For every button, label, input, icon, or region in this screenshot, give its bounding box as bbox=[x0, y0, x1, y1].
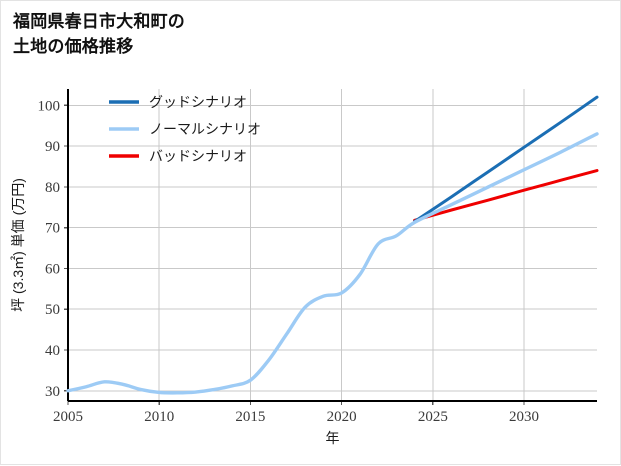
y-tick-label: 30 bbox=[45, 384, 60, 400]
y-axis-title: 坪 (3.3㎡) 単価 (万円) bbox=[10, 178, 26, 312]
tickmarks-group bbox=[64, 104, 525, 405]
axis-titles: 年 坪 (3.3㎡) 単価 (万円) bbox=[10, 178, 340, 446]
y-tick-label: 100 bbox=[38, 98, 61, 114]
page-title: 福岡県春日市大和町の 土地の価格推移 bbox=[13, 12, 185, 56]
legend-label: バッドシナリオ bbox=[149, 148, 247, 164]
x-tick-label: 2030 bbox=[509, 409, 539, 425]
axes-group bbox=[66, 89, 597, 403]
series-line bbox=[413, 169, 599, 222]
gridlines-group bbox=[67, 89, 597, 401]
x-axis-title: 年 bbox=[326, 430, 340, 446]
y-tick-label: 80 bbox=[45, 180, 60, 196]
x-tick-label: 2005 bbox=[53, 409, 83, 425]
y-tick-label: 70 bbox=[45, 221, 60, 237]
y-tick-label: 40 bbox=[45, 343, 60, 359]
legend-label: ノーマルシナリオ bbox=[149, 121, 261, 137]
series-group bbox=[66, 95, 599, 395]
y-tick-label: 60 bbox=[45, 261, 60, 277]
x-tick-labels: 2005 2010 2015 2020 2025 2030 bbox=[53, 409, 539, 425]
x-tick-label: 2015 bbox=[235, 409, 265, 425]
series-line bbox=[66, 132, 599, 395]
y-tick-label: 50 bbox=[45, 302, 60, 318]
x-tick-label: 2020 bbox=[327, 409, 357, 425]
legend-label: グッドシナリオ bbox=[149, 94, 247, 110]
y-tick-label: 90 bbox=[45, 139, 60, 155]
x-tick-label: 2025 bbox=[418, 409, 448, 425]
y-tick-labels: 30 40 50 60 70 80 90 100 bbox=[38, 98, 61, 399]
x-tick-label: 2010 bbox=[144, 409, 174, 425]
series-line bbox=[413, 95, 599, 224]
